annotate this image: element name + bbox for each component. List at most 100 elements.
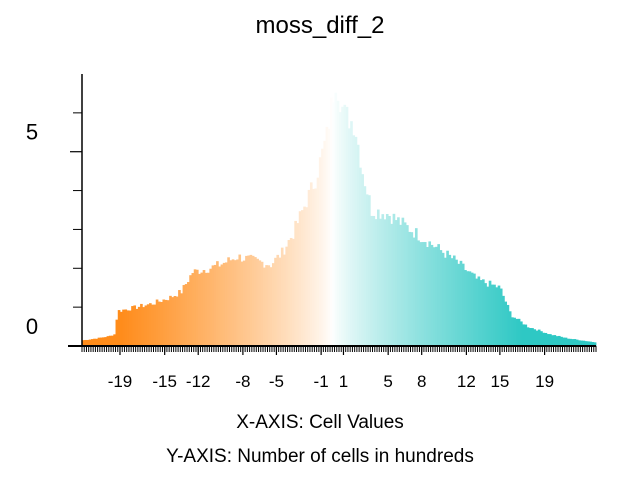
histogram-bar bbox=[488, 280, 492, 346]
histogram-bar bbox=[397, 217, 400, 346]
histogram-bar bbox=[287, 240, 291, 346]
histogram-bar bbox=[343, 104, 347, 346]
histogram-bar bbox=[97, 337, 101, 346]
histogram-bar bbox=[238, 254, 242, 346]
histogram-bar bbox=[95, 338, 99, 346]
histogram-bar bbox=[294, 220, 297, 346]
histogram-bar bbox=[450, 258, 454, 346]
histogram-bar bbox=[227, 257, 230, 346]
histogram-bar bbox=[417, 240, 420, 346]
x-tick-label: -1 bbox=[314, 372, 329, 391]
histogram-bar bbox=[137, 306, 141, 346]
histogram-bar bbox=[361, 174, 364, 346]
histogram-bar bbox=[394, 220, 398, 346]
histogram-bar bbox=[339, 112, 342, 346]
histogram-bar bbox=[591, 342, 595, 346]
histogram-bar bbox=[356, 144, 360, 346]
axes bbox=[68, 74, 597, 355]
histogram-bar bbox=[225, 262, 228, 346]
histogram-bar bbox=[540, 331, 543, 346]
histogram-bar bbox=[466, 271, 470, 346]
histogram-bar bbox=[408, 231, 411, 346]
histogram-bar bbox=[444, 257, 447, 346]
histogram-bar bbox=[379, 218, 382, 346]
histogram-bar bbox=[149, 303, 152, 346]
histogram-bar bbox=[475, 278, 478, 346]
histogram-bar bbox=[298, 211, 302, 346]
histogram-bar bbox=[251, 255, 255, 346]
histogram-bar bbox=[307, 189, 311, 346]
histogram-bar bbox=[182, 285, 186, 346]
histogram-bar bbox=[392, 213, 396, 346]
histogram-bar bbox=[119, 311, 123, 346]
histogram-bar bbox=[490, 284, 494, 346]
x-tick-label: 15 bbox=[490, 372, 509, 391]
histogram-bar bbox=[504, 301, 507, 346]
histogram-bar bbox=[564, 337, 568, 346]
histogram-bar bbox=[437, 244, 440, 346]
histogram-bar bbox=[381, 214, 385, 346]
x-tick-label: -5 bbox=[269, 372, 284, 391]
histogram-bar bbox=[209, 268, 213, 346]
histogram-bar bbox=[569, 338, 572, 346]
histogram-bar bbox=[573, 339, 577, 346]
histogram-bar bbox=[374, 219, 378, 346]
histogram-bar bbox=[327, 128, 331, 346]
histogram-bar bbox=[236, 259, 239, 346]
histogram-bar bbox=[128, 310, 132, 346]
histogram-bar bbox=[479, 280, 483, 346]
histogram-bar bbox=[499, 288, 503, 346]
histogram-bar bbox=[265, 265, 268, 346]
histogram-bar bbox=[175, 296, 179, 346]
histogram-bar bbox=[406, 225, 409, 346]
histogram-bar bbox=[368, 195, 371, 346]
histogram-bar bbox=[522, 324, 525, 346]
histogram-bar bbox=[292, 238, 295, 346]
histogram-bar bbox=[470, 272, 474, 346]
histogram-bar bbox=[401, 217, 405, 346]
histogram-bar bbox=[531, 328, 534, 346]
histogram-bar bbox=[508, 311, 512, 346]
histogram-bar bbox=[193, 269, 197, 346]
histogram-bar bbox=[546, 334, 550, 346]
histogram-bar bbox=[309, 182, 313, 346]
histogram-bars bbox=[82, 92, 597, 347]
histogram-bar bbox=[108, 335, 112, 346]
histogram-bar bbox=[506, 304, 510, 346]
histogram-bar bbox=[166, 300, 170, 346]
histogram-bar bbox=[213, 264, 217, 346]
histogram-bar bbox=[482, 279, 485, 346]
histogram-bar bbox=[330, 97, 333, 346]
histogram-bar bbox=[452, 255, 456, 346]
x-tick-label: 19 bbox=[535, 372, 554, 391]
histogram-bar bbox=[372, 215, 376, 346]
histogram-bar bbox=[135, 308, 139, 346]
histogram-bar bbox=[495, 287, 499, 346]
histogram-bar bbox=[511, 317, 514, 346]
histogram-bar bbox=[486, 286, 490, 346]
histogram-bar bbox=[184, 284, 188, 346]
x-axis-label: X-AXIS: Cell Values bbox=[236, 412, 404, 433]
histogram-bar bbox=[271, 263, 275, 346]
histogram-bar bbox=[216, 261, 219, 346]
histogram-bar bbox=[211, 265, 215, 346]
histogram-bar bbox=[517, 318, 521, 346]
histogram-bar bbox=[457, 263, 461, 346]
histogram-bar bbox=[419, 242, 423, 346]
histogram-bar bbox=[82, 340, 85, 346]
histogram-bar bbox=[160, 302, 163, 346]
histogram-bar bbox=[589, 341, 592, 346]
histogram-bar bbox=[276, 254, 280, 346]
histogram-bar bbox=[124, 309, 128, 346]
histogram-bar bbox=[106, 336, 110, 346]
x-tick-label: 12 bbox=[457, 372, 476, 391]
histogram-bar bbox=[283, 254, 286, 346]
histogram-bar bbox=[441, 252, 445, 346]
histogram-bar bbox=[318, 157, 322, 346]
histogram-bar bbox=[551, 335, 554, 346]
histogram-bar bbox=[86, 339, 90, 346]
histogram-bar bbox=[325, 126, 329, 347]
histogram-bar bbox=[280, 247, 284, 346]
chart-title: moss_diff_2 bbox=[256, 12, 385, 39]
x-tick-label: -19 bbox=[108, 372, 133, 391]
